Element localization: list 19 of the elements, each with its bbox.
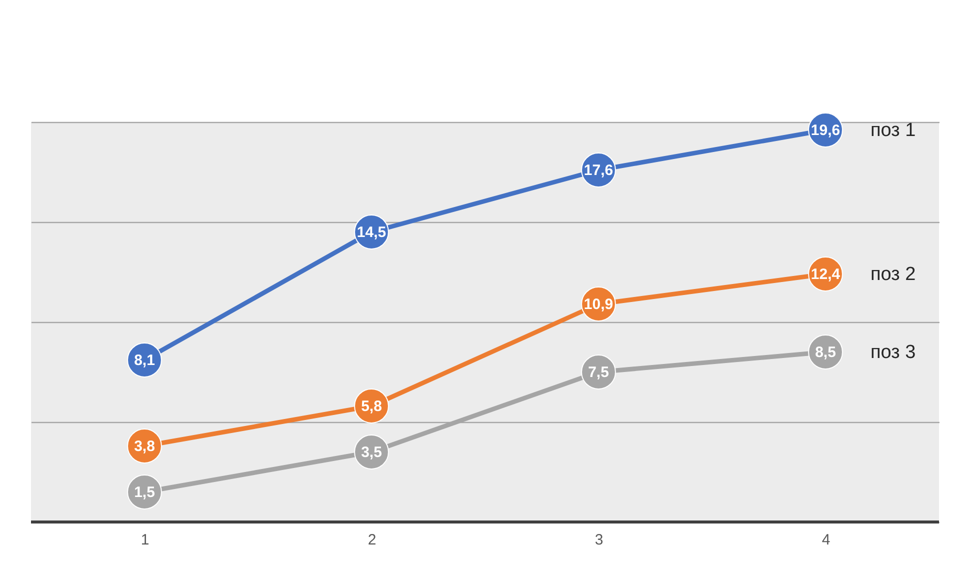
data-label: 1,5 [134,484,155,501]
data-label: 7,5 [588,364,609,381]
data-label: 14,5 [356,224,386,241]
series-label: поз 1 [870,120,916,141]
data-label: 8,1 [134,352,155,369]
x-tick-label: 1 [140,532,150,548]
data-label: 3,5 [361,444,382,461]
data-label: 8,5 [815,344,836,361]
data-label: 12,4 [810,266,841,283]
x-tick-label: 3 [594,532,604,548]
data-label: 17,6 [584,162,614,179]
data-label: 10,9 [584,296,614,313]
data-label: 3,8 [134,438,155,455]
x-tick-label: 2 [368,532,376,548]
series-label: поз 3 [870,342,916,363]
data-label: 5,8 [361,398,382,415]
data-label: 19,6 [810,122,840,139]
series-label: поз 2 [870,264,916,285]
x-tick-label: 4 [822,532,830,548]
